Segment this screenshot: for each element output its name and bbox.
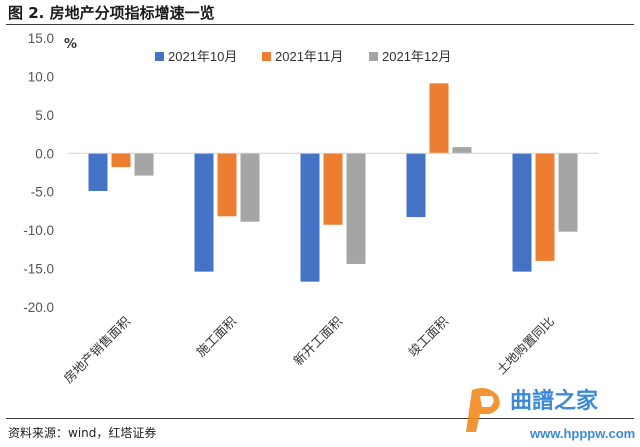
category-label: 房地产销售面积 (61, 314, 133, 386)
bar (558, 153, 578, 232)
legend-label: 2021年11月 (275, 49, 343, 64)
bar (300, 153, 320, 282)
category-label: 新开工面积 (290, 314, 345, 369)
bar (535, 153, 555, 261)
legend-swatch (369, 52, 378, 61)
bar (194, 153, 214, 272)
category-label: 施工面积 (193, 314, 239, 360)
y-tick-label: -10.0 (23, 223, 54, 238)
y-tick-label: 0.0 (35, 146, 54, 161)
category-label: 土地购置同比 (493, 314, 557, 378)
source-note: 资料来源：wind，红塔证券 (8, 426, 157, 440)
category-label: 竣工面积 (405, 314, 451, 360)
bar (429, 83, 449, 154)
watermark-logo-icon (466, 388, 500, 432)
bar (406, 153, 426, 218)
y-tick-label: 5.0 (35, 108, 54, 123)
bar (452, 147, 472, 154)
figure-title: 图 2. 房地产分项指标增速一览 (8, 4, 215, 22)
bar (323, 153, 343, 225)
y-unit-label: % (64, 37, 77, 52)
watermark-url: www.hpppw.com (529, 426, 635, 441)
bar (240, 153, 260, 222)
y-tick-label: 10.0 (28, 69, 54, 84)
bar (346, 153, 366, 264)
y-tick-label: -5.0 (31, 185, 54, 200)
y-tick-label: 15.0 (28, 31, 54, 46)
y-tick-label: -20.0 (23, 300, 54, 315)
legend-swatch (262, 52, 271, 61)
bar (134, 153, 154, 176)
legend-label: 2021年12月 (382, 49, 451, 64)
bar (512, 153, 532, 272)
site-watermark: 曲譜之家 www.hpppw.com (466, 388, 635, 441)
watermark-text: 曲譜之家 (510, 388, 599, 414)
y-tick-label: -15.0 (23, 262, 54, 277)
legend-swatch (155, 52, 164, 61)
top-rule (6, 24, 634, 25)
legend-label: 2021年10月 (168, 49, 237, 64)
bar (88, 153, 108, 191)
bar (217, 153, 237, 217)
bar (111, 153, 131, 168)
bottom-rule (6, 418, 634, 419)
